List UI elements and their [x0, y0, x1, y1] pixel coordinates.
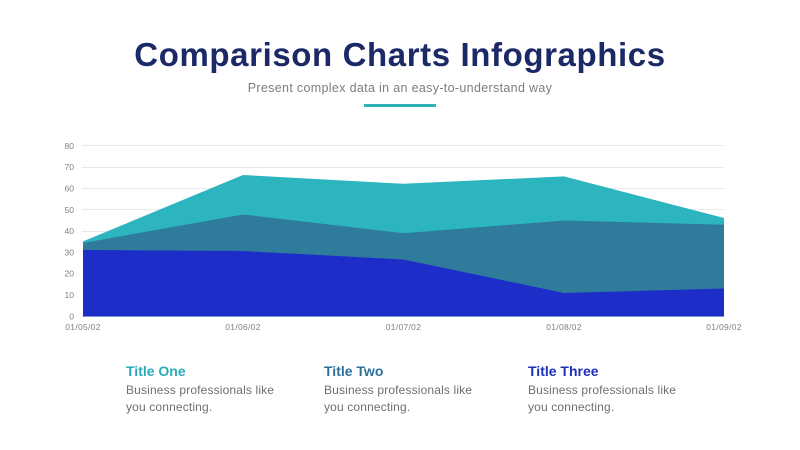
svg-text:01/05/02: 01/05/02	[65, 322, 101, 332]
svg-text:40: 40	[65, 226, 75, 236]
svg-text:01/06/02: 01/06/02	[225, 322, 261, 332]
svg-text:30: 30	[65, 247, 75, 257]
svg-text:50: 50	[65, 205, 75, 215]
svg-text:60: 60	[65, 183, 75, 193]
svg-text:01/08/02: 01/08/02	[546, 322, 582, 332]
svg-text:20: 20	[65, 269, 75, 279]
svg-text:0: 0	[69, 311, 74, 321]
svg-text:70: 70	[65, 162, 75, 172]
svg-text:80: 80	[65, 141, 75, 151]
svg-text:01/09/02: 01/09/02	[706, 322, 742, 332]
svg-text:10: 10	[65, 290, 75, 300]
svg-text:01/07/02: 01/07/02	[386, 322, 422, 332]
